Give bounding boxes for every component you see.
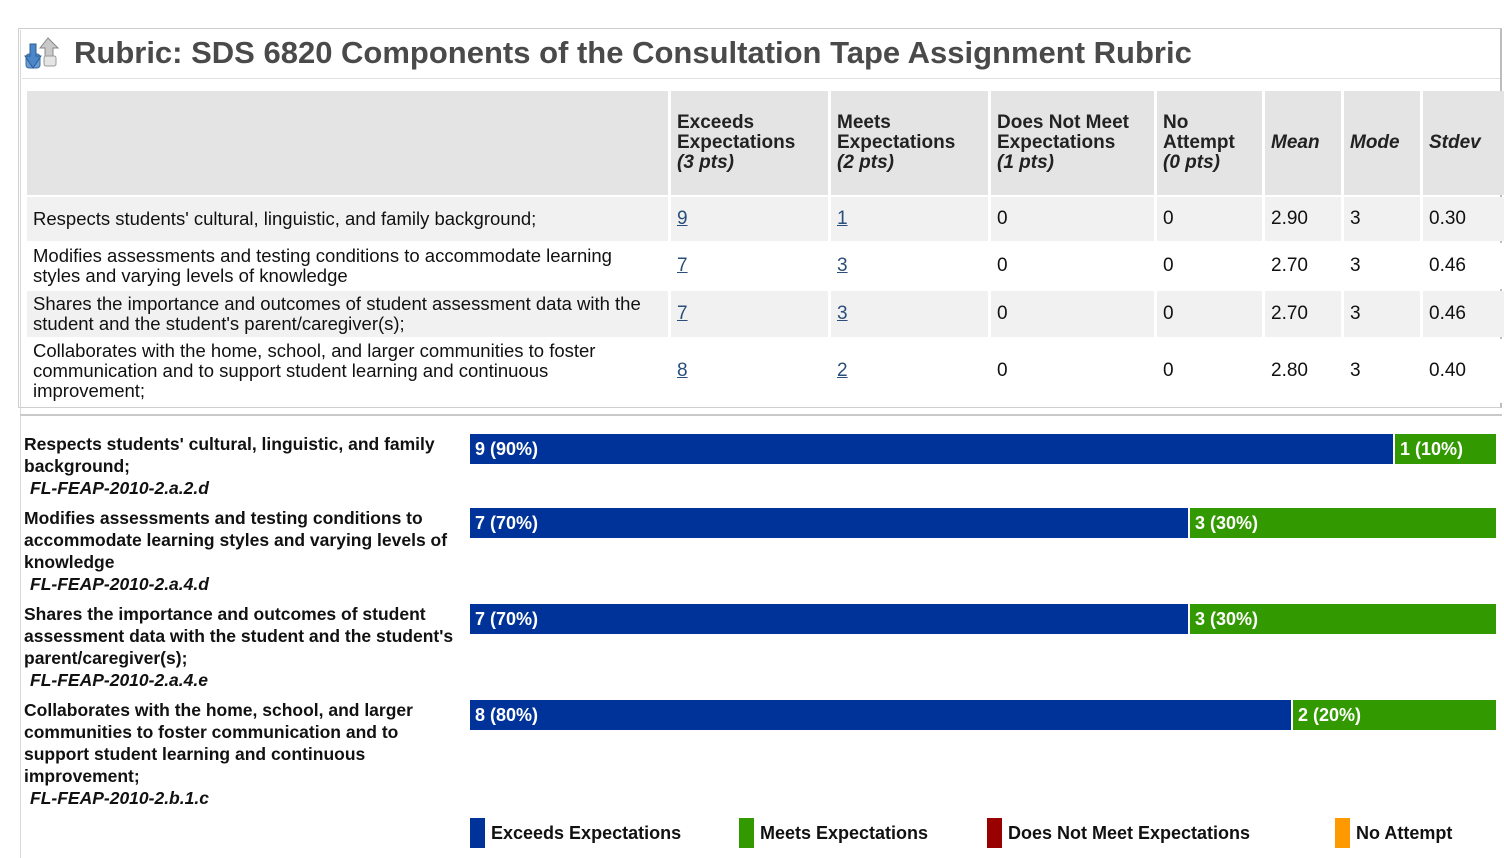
no-attempt-count: 0 xyxy=(1157,197,1262,241)
left-border xyxy=(20,30,21,858)
criterion-cell: Modifies assessments and testing conditi… xyxy=(27,243,668,289)
stdev-value: 0.30 xyxy=(1423,197,1504,241)
meets-count-link[interactable]: 2 xyxy=(837,360,848,381)
mode-value: 3 xyxy=(1344,339,1420,403)
mean-header: Mean xyxy=(1265,91,1341,195)
bar-criterion-label: Respects students' cultural, linguistic,… xyxy=(24,433,454,499)
no-attempt-count: 0 xyxy=(1157,243,1262,289)
criterion-cell: Collaborates with the home, school, and … xyxy=(27,339,668,403)
standard-code: FL-FEAP-2010-2.a.2.d xyxy=(30,478,209,498)
exceeds-header: Exceeds Expectations (3 pts) xyxy=(671,91,828,195)
distribution-bar: 8 (80%) 2 (20%) xyxy=(470,700,1496,730)
meets-segment[interactable]: 3 (30%) xyxy=(1188,508,1496,538)
meets-count-cell: 3 xyxy=(831,291,988,337)
bar-criterion-label: Shares the importance and outcomes of st… xyxy=(24,604,454,690)
mode-header: Mode xyxy=(1344,91,1420,195)
meets-count-link[interactable]: 1 xyxy=(837,208,848,229)
does-not-meet-count: 0 xyxy=(991,291,1154,337)
table-row: Collaborates with the home, school, and … xyxy=(27,339,1504,403)
legend-swatch xyxy=(739,818,754,848)
no-attempt-count: 0 xyxy=(1157,291,1262,337)
section-divider xyxy=(20,414,1502,416)
standard-code: FL-FEAP-2010-2.b.1.c xyxy=(30,788,209,808)
table-row: Respects students' cultural, linguistic,… xyxy=(27,197,1504,241)
exceeds-count-cell: 7 xyxy=(671,243,828,289)
table-header-row: Exceeds Expectations (3 pts) Meets Expect… xyxy=(27,91,1504,195)
exceeds-segment[interactable]: 7 (70%) xyxy=(470,604,1188,634)
stdev-header: Stdev xyxy=(1423,91,1504,195)
exceeds-segment[interactable]: 7 (70%) xyxy=(470,508,1188,538)
legend-swatch xyxy=(470,818,485,848)
stdev-value: 0.40 xyxy=(1423,339,1504,403)
legend-label: Meets Expectations xyxy=(760,823,929,843)
legend-label: Does Not Meet Expectations xyxy=(1008,823,1251,843)
mean-value: 2.70 xyxy=(1265,243,1341,289)
meets-header: Meets Expectations (2 pts) xyxy=(831,91,988,195)
legend-swatch xyxy=(987,818,1002,848)
exceeds-count-link[interactable]: 7 xyxy=(677,255,688,276)
title-bar: Rubric: SDS 6820 Components of the Consu… xyxy=(22,30,1500,79)
mode-value: 3 xyxy=(1344,197,1420,241)
stdev-value: 0.46 xyxy=(1423,291,1504,337)
mode-value: 3 xyxy=(1344,291,1420,337)
meets-segment[interactable]: 3 (30%) xyxy=(1188,604,1496,634)
mode-value: 3 xyxy=(1344,243,1420,289)
chart-legend: Exceeds Expectations Meets Expectations … xyxy=(470,818,1500,848)
criterion-cell: Respects students' cultural, linguistic,… xyxy=(27,197,668,241)
mean-value: 2.70 xyxy=(1265,291,1341,337)
standard-code: FL-FEAP-2010-2.a.4.d xyxy=(30,574,209,594)
exceeds-count-cell: 8 xyxy=(671,339,828,403)
rubric-arrows-icon xyxy=(24,37,60,69)
table-row: Modifies assessments and testing conditi… xyxy=(27,243,1504,289)
distribution-bar: 9 (90%) 1 (10%) xyxy=(470,434,1496,464)
bar-criterion-label: Collaborates with the home, school, and … xyxy=(24,699,454,809)
does-not-meet-count: 0 xyxy=(991,197,1154,241)
exceeds-count-link[interactable]: 7 xyxy=(677,303,688,324)
meets-segment[interactable]: 1 (10%) xyxy=(1393,434,1496,464)
page-title: Rubric: SDS 6820 Components of the Consu… xyxy=(74,35,1192,70)
meets-count-link[interactable]: 3 xyxy=(837,303,848,324)
criterion-cell: Shares the importance and outcomes of st… xyxy=(27,291,668,337)
does-not-meet-count: 0 xyxy=(991,243,1154,289)
exceeds-segment[interactable]: 9 (90%) xyxy=(470,434,1393,464)
does-not-meet-count: 0 xyxy=(991,339,1154,403)
mean-value: 2.90 xyxy=(1265,197,1341,241)
distribution-bar: 7 (70%) 3 (30%) xyxy=(470,604,1496,634)
table-row: Shares the importance and outcomes of st… xyxy=(27,291,1504,337)
no-attempt-count: 0 xyxy=(1157,339,1262,403)
mean-value: 2.80 xyxy=(1265,339,1341,403)
does-not-meet-header: Does Not Meet Expectations (1 pts) xyxy=(991,91,1154,195)
meets-segment[interactable]: 2 (20%) xyxy=(1291,700,1496,730)
no-attempt-header: No Attempt (0 pts) xyxy=(1157,91,1262,195)
distribution-bar: 7 (70%) 3 (30%) xyxy=(470,508,1496,538)
meets-count-cell: 2 xyxy=(831,339,988,403)
exceeds-count-link[interactable]: 9 xyxy=(677,208,688,229)
legend-label: Exceeds Expectations xyxy=(491,823,682,843)
exceeds-count-cell: 9 xyxy=(671,197,828,241)
bar-criterion-label: Modifies assessments and testing conditi… xyxy=(24,507,454,595)
exceeds-segment[interactable]: 8 (80%) xyxy=(470,700,1291,730)
standard-code: FL-FEAP-2010-2.a.4.e xyxy=(30,670,208,690)
meets-count-cell: 1 xyxy=(831,197,988,241)
rubric-statistics-table: Exceeds Expectations (3 pts) Meets Expect… xyxy=(24,89,1504,405)
legend-swatch xyxy=(1335,818,1350,848)
criterion-header xyxy=(27,91,668,195)
stdev-value: 0.46 xyxy=(1423,243,1504,289)
legend-label: No Attempt xyxy=(1356,823,1453,843)
exceeds-count-cell: 7 xyxy=(671,291,828,337)
exceeds-count-link[interactable]: 8 xyxy=(677,360,688,381)
meets-count-link[interactable]: 3 xyxy=(837,255,848,276)
meets-count-cell: 3 xyxy=(831,243,988,289)
